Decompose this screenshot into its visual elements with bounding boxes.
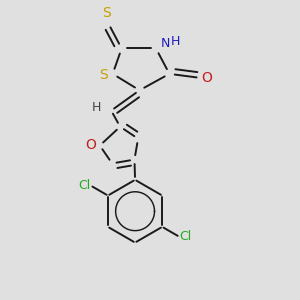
Text: O: O	[85, 138, 96, 152]
Text: S: S	[102, 5, 111, 20]
Text: Cl: Cl	[78, 179, 91, 192]
Text: H: H	[92, 101, 101, 114]
Text: Cl: Cl	[179, 230, 192, 243]
Text: H: H	[170, 35, 180, 48]
Text: N: N	[160, 37, 170, 50]
Text: S: S	[99, 68, 107, 82]
Text: O: O	[201, 71, 212, 85]
